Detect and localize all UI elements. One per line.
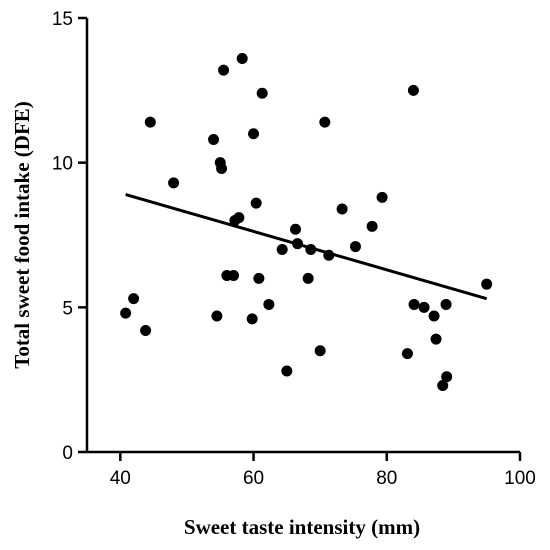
data-point — [407, 84, 419, 96]
data-point — [401, 348, 413, 360]
data-point — [302, 272, 314, 284]
data-point — [253, 272, 265, 284]
data-point — [276, 243, 288, 255]
data-point — [292, 238, 304, 250]
data-point — [440, 298, 452, 310]
data-point — [319, 116, 331, 128]
data-point — [233, 212, 245, 224]
data-point — [481, 278, 493, 290]
data-point — [376, 191, 388, 203]
y-axis-title: Total sweet food intake (DFE) — [10, 101, 34, 369]
x-tick-label: 80 — [376, 468, 397, 489]
data-point — [208, 134, 220, 146]
data-point — [428, 310, 440, 322]
data-point — [120, 307, 132, 319]
y-tick-label: 10 — [52, 154, 73, 175]
data-point — [290, 223, 302, 235]
data-point — [216, 162, 228, 174]
data-point — [408, 298, 420, 310]
data-point — [256, 87, 268, 99]
data-point — [128, 293, 140, 305]
data-point — [228, 270, 240, 282]
y-tick-label: 15 — [52, 9, 73, 30]
data-point — [366, 220, 378, 232]
y-tick-label: 5 — [62, 298, 73, 319]
data-point — [437, 379, 449, 391]
data-point — [314, 345, 326, 357]
data-points — [120, 53, 493, 391]
data-point — [236, 53, 248, 65]
data-point — [140, 324, 152, 336]
data-point — [250, 197, 262, 209]
data-point — [430, 333, 442, 345]
data-point — [168, 177, 180, 189]
x-tick-label: 100 — [504, 468, 536, 489]
data-point — [349, 241, 361, 253]
data-point — [441, 371, 453, 383]
data-point — [323, 249, 335, 261]
y-tick-label: 0 — [62, 443, 73, 464]
x-tick-label: 40 — [110, 468, 131, 489]
ticks: 40 60 80 100 0 5 10 15 — [52, 9, 536, 489]
data-point — [336, 203, 348, 215]
data-point — [211, 310, 223, 322]
data-point — [263, 298, 275, 310]
data-point — [246, 313, 258, 325]
x-tick-label: 60 — [243, 468, 264, 489]
data-point — [281, 365, 293, 377]
data-point — [218, 64, 230, 76]
data-point — [418, 301, 430, 313]
axes — [85, 18, 520, 454]
data-point — [248, 128, 260, 140]
x-axis-title: Sweet taste intensity (mm) — [184, 515, 420, 539]
data-point — [144, 116, 156, 128]
data-point — [305, 243, 317, 255]
